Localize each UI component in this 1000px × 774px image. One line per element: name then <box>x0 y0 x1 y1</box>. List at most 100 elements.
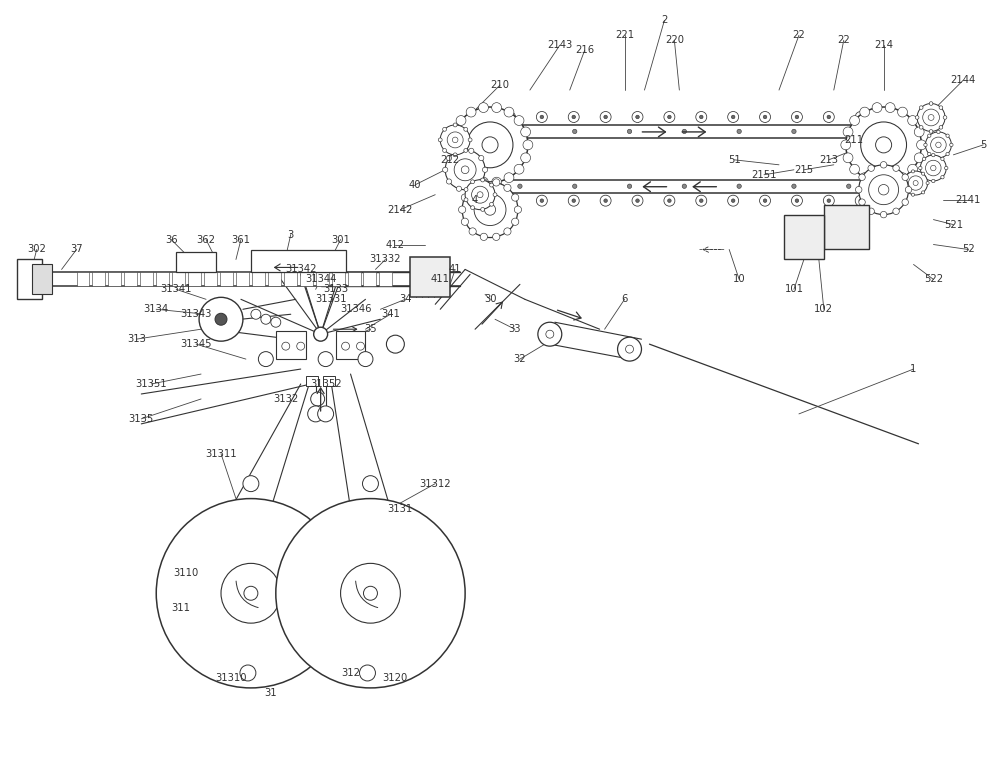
Circle shape <box>850 164 860 174</box>
Circle shape <box>728 195 739 206</box>
Circle shape <box>627 129 632 134</box>
Circle shape <box>271 317 281 327</box>
Text: 412: 412 <box>386 239 405 249</box>
Bar <box>156 272 169 286</box>
Circle shape <box>484 204 496 215</box>
Circle shape <box>728 111 739 122</box>
Circle shape <box>823 195 834 206</box>
Circle shape <box>156 498 346 688</box>
Circle shape <box>737 184 741 188</box>
Circle shape <box>479 103 488 112</box>
Circle shape <box>362 476 378 491</box>
Text: 361: 361 <box>231 235 250 245</box>
Text: 10: 10 <box>733 275 745 284</box>
Circle shape <box>480 179 487 186</box>
Text: 31346: 31346 <box>340 304 371 314</box>
Circle shape <box>386 335 404 353</box>
Circle shape <box>859 199 862 203</box>
Text: 31341: 31341 <box>160 284 192 294</box>
Text: 522: 522 <box>924 275 943 284</box>
Circle shape <box>664 111 675 122</box>
Bar <box>284 272 297 286</box>
Circle shape <box>540 199 544 203</box>
Circle shape <box>363 586 377 600</box>
Circle shape <box>932 153 935 157</box>
Circle shape <box>931 137 946 152</box>
Text: 31344: 31344 <box>305 275 336 284</box>
Circle shape <box>459 206 466 214</box>
Bar <box>204 272 217 286</box>
Circle shape <box>869 175 899 204</box>
Circle shape <box>731 199 735 203</box>
Circle shape <box>903 187 906 190</box>
Text: 35: 35 <box>364 324 377 334</box>
Circle shape <box>440 125 470 155</box>
Circle shape <box>504 173 514 183</box>
Circle shape <box>636 199 639 203</box>
Circle shape <box>791 111 802 122</box>
Circle shape <box>618 337 641 361</box>
Circle shape <box>523 140 533 150</box>
Circle shape <box>521 153 531 163</box>
Text: 3132: 3132 <box>273 394 298 404</box>
Circle shape <box>318 351 333 367</box>
Text: 2142: 2142 <box>388 204 413 214</box>
Circle shape <box>443 128 447 132</box>
Circle shape <box>456 186 462 191</box>
Circle shape <box>908 115 918 125</box>
Circle shape <box>791 195 802 206</box>
Circle shape <box>221 563 281 623</box>
Circle shape <box>504 107 514 117</box>
Circle shape <box>538 322 562 346</box>
Circle shape <box>632 195 643 206</box>
Circle shape <box>318 406 334 422</box>
Circle shape <box>928 115 934 121</box>
Text: 3110: 3110 <box>174 568 199 578</box>
Circle shape <box>464 149 468 152</box>
Bar <box>77 272 89 286</box>
Bar <box>784 214 824 259</box>
Circle shape <box>251 310 261 319</box>
Circle shape <box>924 143 927 146</box>
Bar <box>332 272 345 286</box>
Text: 52: 52 <box>962 245 975 255</box>
Circle shape <box>477 192 483 197</box>
Text: 411: 411 <box>431 275 450 284</box>
Text: 4: 4 <box>472 195 478 204</box>
Circle shape <box>846 107 921 183</box>
Bar <box>323 376 335 386</box>
Text: 37: 37 <box>70 245 83 255</box>
Text: 210: 210 <box>490 80 509 90</box>
Text: 41: 41 <box>449 265 461 275</box>
Circle shape <box>464 128 468 132</box>
Bar <box>220 272 233 286</box>
Text: 313: 313 <box>127 334 146 344</box>
Circle shape <box>699 115 703 118</box>
Circle shape <box>827 199 831 203</box>
Circle shape <box>636 115 639 118</box>
Text: 31332: 31332 <box>370 255 401 265</box>
Text: 302: 302 <box>27 245 46 255</box>
Circle shape <box>632 111 643 122</box>
Text: 31: 31 <box>265 688 277 698</box>
Circle shape <box>914 153 924 163</box>
Circle shape <box>922 157 926 160</box>
Bar <box>316 272 329 286</box>
Circle shape <box>841 140 851 150</box>
Circle shape <box>823 111 834 122</box>
Circle shape <box>763 199 767 203</box>
Circle shape <box>880 211 887 217</box>
Circle shape <box>604 115 607 118</box>
Circle shape <box>600 195 611 206</box>
Text: 33: 33 <box>509 324 521 334</box>
Circle shape <box>282 342 290 350</box>
Circle shape <box>358 351 373 367</box>
Circle shape <box>480 233 487 241</box>
Circle shape <box>465 180 495 210</box>
Bar <box>176 252 216 272</box>
Circle shape <box>860 107 870 117</box>
Circle shape <box>872 103 882 112</box>
Text: 2144: 2144 <box>951 75 976 85</box>
Text: 31342: 31342 <box>285 265 316 275</box>
Text: 213: 213 <box>819 155 838 165</box>
